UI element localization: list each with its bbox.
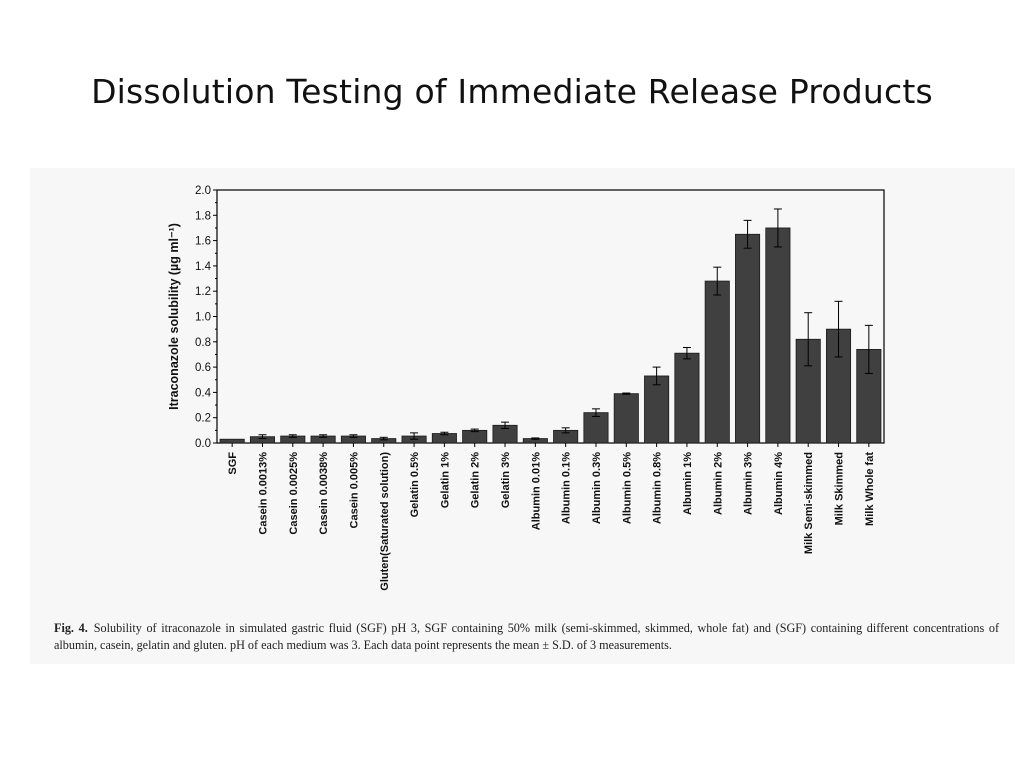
bar-chart: 0.0 0.2 0.4 0.6 0.8 1.0 1.2 1.4 1.6 1.8 2.0 Itracon… (167, 185, 885, 591)
x-tick-label: Albumin 0.1% (561, 452, 573, 524)
y-axis-label: Itraconazole solubility (µg ml⁻¹) (167, 223, 181, 410)
x-tick-label: Gelatin 0.5% (409, 452, 421, 518)
x-tick-label: Casein 0.0038% (318, 452, 330, 535)
y-tick-label: 0.6 (195, 362, 211, 374)
x-tick-label: Albumin 4% (773, 452, 785, 515)
y-tick-label: 0.2 (195, 413, 211, 425)
y-tick-label: 1.6 (195, 236, 211, 248)
bar (613, 393, 639, 444)
x-tick-label: Casein 0.0013% (257, 452, 269, 535)
figure-caption-label: Fig. 4. (54, 621, 88, 635)
x-tick-label: Gluten(Saturated solution) (379, 452, 391, 591)
figure-caption-text: Solubility of itraconazole in simulated … (54, 621, 999, 652)
y-tick-label: 1.2 (195, 286, 211, 298)
y-tick-label: 1.8 (195, 210, 211, 222)
bar (644, 375, 670, 444)
x-tick-label: Albumin 0.5% (621, 452, 633, 524)
y-tick-label: 0.4 (195, 387, 212, 399)
x-tick-label: Albumin 3% (743, 452, 755, 515)
bar (704, 280, 730, 444)
bar (674, 352, 700, 444)
y-tick-label: 1.4 (195, 261, 212, 273)
x-tick-label: Casein 0.0025% (288, 452, 300, 535)
bar (462, 429, 488, 444)
bar (583, 412, 609, 444)
figure-panel: 0.0 0.2 0.4 0.6 0.8 1.0 1.2 1.4 1.6 1.8 2.0 Itracon… (30, 168, 1015, 664)
x-tick-label: Albumin 0.8% (652, 452, 664, 524)
x-tick-label: Albumin 1% (682, 452, 694, 515)
slide-title: Dissolution Testing of Immediate Release… (91, 72, 933, 111)
x-tick-label: Gelatin 1% (439, 452, 451, 508)
x-tick-label: Albumin 0.01% (530, 452, 542, 530)
y-tick-label: 0.8 (195, 337, 211, 349)
x-tick-label: Albumin 0.3% (591, 452, 603, 524)
x-tick-label: Albumin 2% (712, 452, 724, 515)
x-tick-label: Casein 0.005% (348, 452, 360, 529)
x-tick-label: Milk Semi-skimmed (803, 452, 815, 554)
y-tick-label: 0.0 (195, 438, 211, 450)
x-tick-label: Gelatin 2% (470, 452, 482, 508)
figure-caption: Fig. 4. Solubility of itraconazole in sim… (54, 620, 999, 654)
x-tick-label: Milk Skimmed (834, 452, 846, 525)
x-tick-label: Gelatin 3% (500, 452, 512, 508)
x-tick-label: SGF (227, 452, 239, 475)
x-tick-label: Milk Whole fat (864, 452, 876, 526)
y-tick-label: 1.0 (195, 312, 211, 324)
bar (219, 438, 245, 444)
y-tick-label: 2.0 (195, 185, 211, 197)
bar (735, 233, 761, 444)
bar (765, 227, 791, 444)
